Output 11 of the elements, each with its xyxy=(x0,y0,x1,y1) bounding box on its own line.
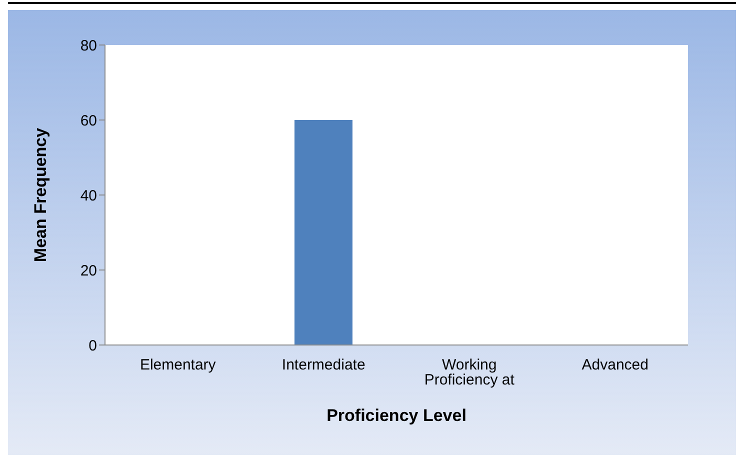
y-tick-label: 0 xyxy=(88,337,97,354)
x-axis-title: Proficiency Level xyxy=(326,406,466,425)
x-tick-label: Working Proficiency at xyxy=(424,356,516,389)
x-tick-label: Elementary xyxy=(140,356,216,374)
x-tick-label: Intermediate xyxy=(282,356,366,374)
y-tick-label: 40 xyxy=(80,187,97,204)
y-tick-label: 60 xyxy=(80,112,97,130)
y-tick-label: 20 xyxy=(80,262,97,280)
y-axis-title: Mean Frequency xyxy=(31,127,50,262)
x-tick-label: Advanced xyxy=(582,356,648,374)
y-tick-label: 80 xyxy=(80,37,97,54)
